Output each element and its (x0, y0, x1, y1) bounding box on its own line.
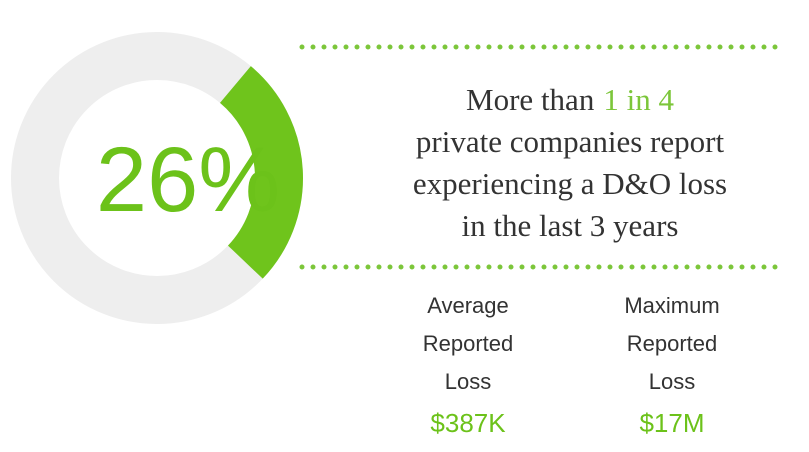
stat-label: Maximum (624, 293, 719, 318)
headline-line: experiencing a D&O loss (413, 166, 727, 201)
headline-line: More than 1 in 4 (466, 82, 674, 117)
stat-label: Loss (445, 369, 491, 394)
headline-highlight: 1 in 4 (603, 82, 674, 117)
stat-label: Reported (423, 331, 514, 356)
stat-label: Loss (649, 369, 695, 394)
stat-label: Average (427, 293, 509, 318)
headline-lead: More than (466, 82, 595, 117)
stat-label: Reported (627, 331, 718, 356)
donut-segment (219, 66, 303, 279)
stat-value: $387K (430, 408, 506, 438)
stat-value: $17M (639, 408, 704, 438)
headline-line: in the last 3 years (462, 208, 679, 243)
donut-value-label: 26% (96, 129, 280, 231)
headline-line: private companies report (416, 124, 725, 159)
